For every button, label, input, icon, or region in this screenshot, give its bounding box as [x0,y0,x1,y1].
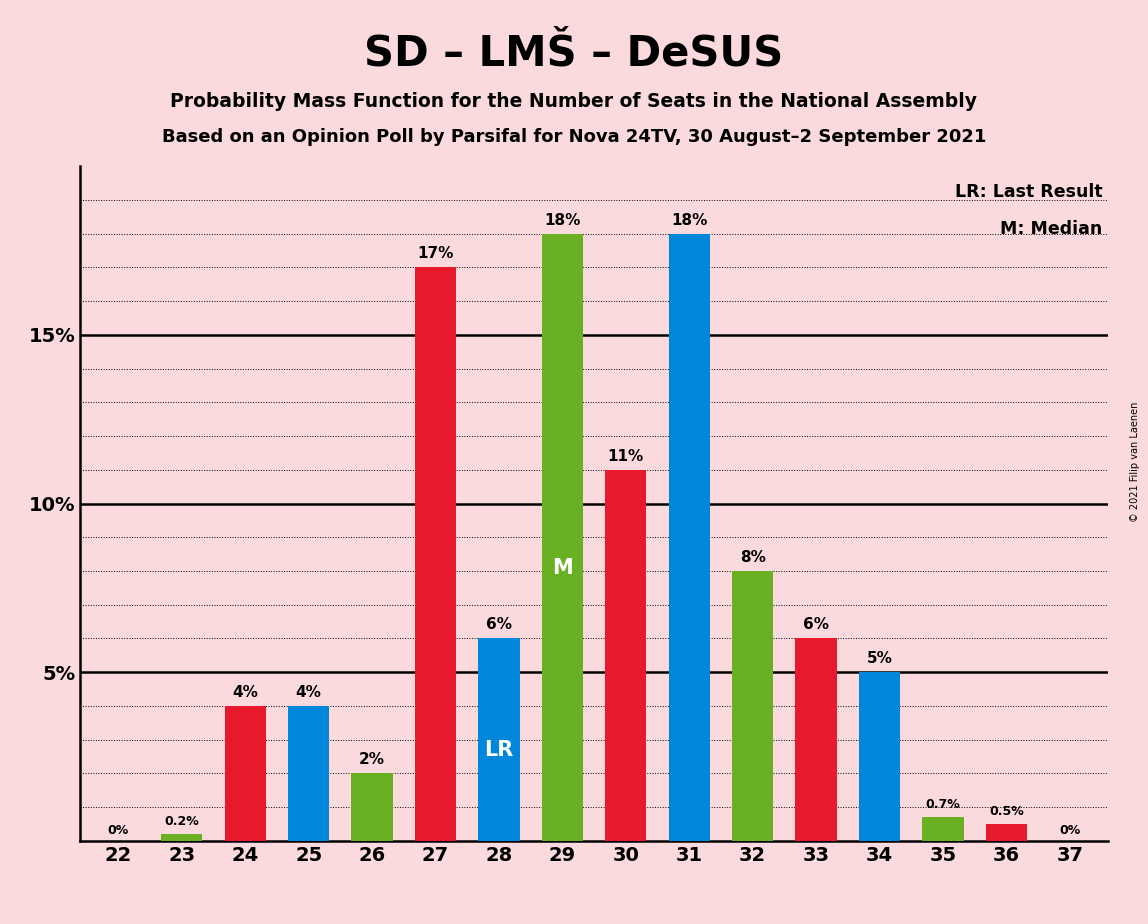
Bar [732,571,774,841]
Text: 4%: 4% [232,685,258,699]
Text: M: Median: M: Median [1000,220,1103,238]
Text: 8%: 8% [739,550,766,565]
Bar [986,824,1027,841]
Bar [796,638,837,841]
Text: 0.5%: 0.5% [988,805,1024,818]
Text: 0.7%: 0.7% [925,798,960,811]
Text: 4%: 4% [296,685,321,699]
Bar [414,268,456,841]
Bar [859,673,900,841]
Text: SD – LMŠ – DeSUS: SD – LMŠ – DeSUS [364,32,784,74]
Text: 6%: 6% [486,617,512,632]
Text: 6%: 6% [804,617,829,632]
Text: 17%: 17% [418,247,453,261]
Bar [922,817,963,841]
Text: 0.2%: 0.2% [164,815,200,828]
Text: 18%: 18% [544,213,581,227]
Bar [351,773,393,841]
Text: 18%: 18% [672,213,707,227]
Text: 11%: 11% [607,449,644,464]
Text: M: M [552,558,573,578]
Text: © 2021 Filip van Laenen: © 2021 Filip van Laenen [1130,402,1140,522]
Bar [668,234,709,841]
Text: 0%: 0% [108,824,129,837]
Bar [225,706,266,841]
Bar [479,638,520,841]
Text: 0%: 0% [1060,824,1080,837]
Bar [605,470,646,841]
Text: Probability Mass Function for the Number of Seats in the National Assembly: Probability Mass Function for the Number… [171,92,977,112]
Bar [161,834,202,841]
Text: LR: Last Result: LR: Last Result [955,183,1103,201]
Text: Based on an Opinion Poll by Parsifal for Nova 24TV, 30 August–2 September 2021: Based on an Opinion Poll by Parsifal for… [162,128,986,145]
Text: 2%: 2% [359,752,385,767]
Text: LR: LR [484,740,513,760]
Bar [542,234,583,841]
Bar [288,706,329,841]
Text: 5%: 5% [867,651,892,666]
